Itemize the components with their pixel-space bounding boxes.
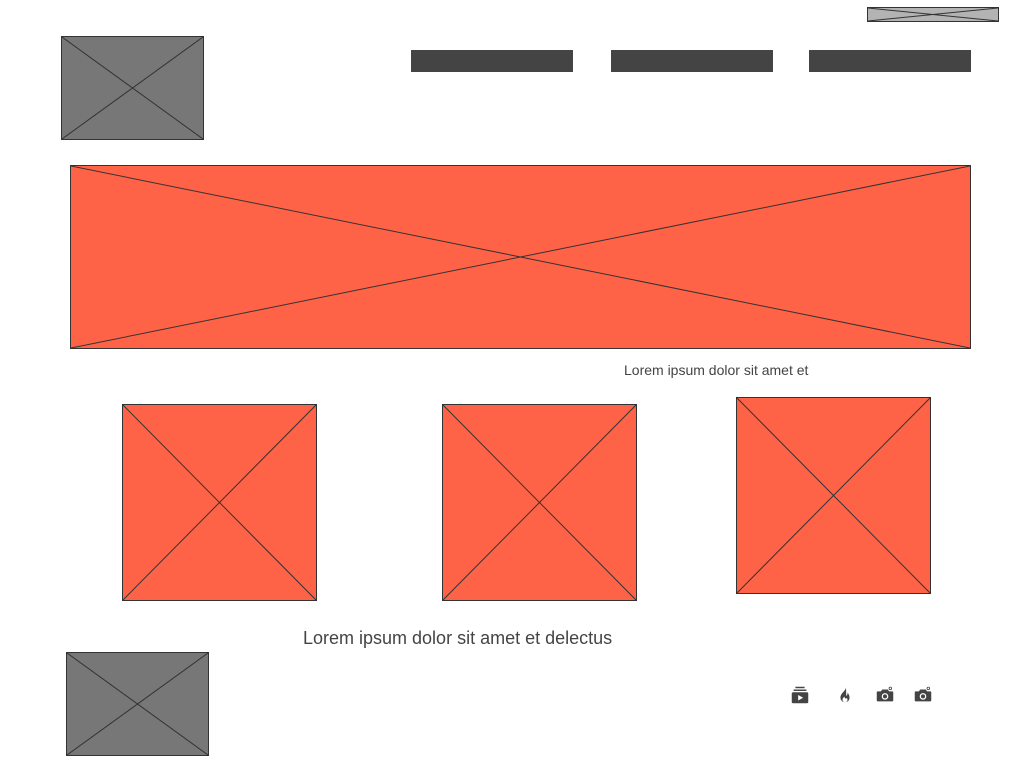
camera-icon: [876, 686, 894, 702]
image-placeholder-icon: [868, 8, 998, 21]
camera-link-2[interactable]: [912, 684, 934, 706]
footer-logo-placeholder[interactable]: [66, 652, 209, 756]
image-placeholder-icon: [123, 405, 316, 600]
footer-caption: Lorem ipsum dolor sit amet et delectus: [303, 628, 613, 648]
nav-button-2[interactable]: [611, 50, 773, 72]
header-logo-placeholder[interactable]: [61, 36, 204, 140]
hero-caption: Lorem ipsum dolor sit amet et: [624, 362, 809, 378]
nav-button-3[interactable]: [809, 50, 971, 72]
gallery-image-2[interactable]: [442, 404, 637, 601]
camera-icon: [914, 686, 932, 702]
image-placeholder-icon: [62, 37, 203, 139]
top-banner-image-placeholder: [867, 7, 999, 22]
image-placeholder-icon: [443, 405, 636, 600]
flame-link[interactable]: [834, 684, 856, 706]
image-placeholder-icon: [737, 398, 930, 593]
youtube-subscriptions-link[interactable]: [789, 684, 811, 706]
camera-link-1[interactable]: [874, 684, 896, 706]
hero-banner-placeholder: [70, 165, 971, 349]
nav-button-1[interactable]: [411, 50, 573, 72]
gallery-image-1[interactable]: [122, 404, 317, 601]
image-placeholder-icon: [67, 653, 208, 755]
gallery-image-3[interactable]: [736, 397, 931, 594]
flame-icon: [840, 685, 850, 703]
youtube-subscriptions-icon: [791, 686, 809, 704]
image-placeholder-icon: [71, 166, 970, 348]
